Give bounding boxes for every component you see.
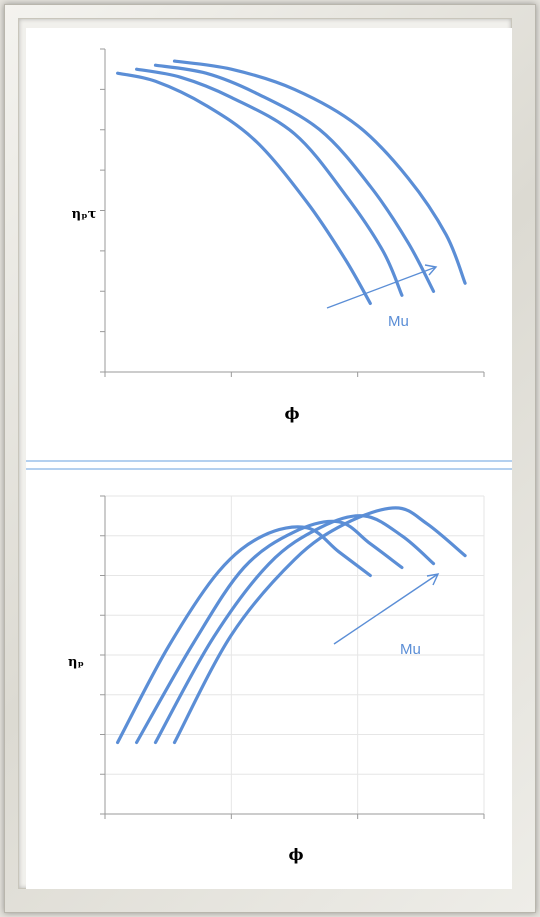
chart-bottom-axes <box>100 495 485 819</box>
figure-svg: ηₚτ ϕ Mu ηₚ ϕ Mu <box>26 48 512 864</box>
chart-top-series <box>116 59 467 305</box>
chart-top-series-2 <box>135 67 404 297</box>
chart-bottom-series-3 <box>153 514 436 745</box>
chart-top: ηₚτ ϕ Mu <box>72 48 485 423</box>
chart-top-axes <box>100 48 485 377</box>
chart-top-ylabel: ηₚτ <box>72 207 97 222</box>
chart-top-annotation: Mu <box>326 264 438 330</box>
figure-canvas: ηₚτ ϕ Mu ηₚ ϕ Mu <box>26 28 512 889</box>
chart-bottom-series <box>116 506 467 745</box>
chart-bottom-mu-arrow <box>333 573 439 645</box>
chart-top-xlabel: ϕ <box>284 404 299 423</box>
chart-bottom-mu-arrowhead <box>426 573 440 586</box>
chart-top-mu-arrow <box>326 266 437 309</box>
chart-bottom: ηₚ ϕ Mu <box>68 495 485 864</box>
chart-bottom-series-4 <box>172 506 467 745</box>
chart-bottom-ylabel: ηₚ <box>68 655 84 670</box>
chart-bottom-mu-label: Mu <box>400 641 421 658</box>
chart-top-series-1 <box>116 71 372 305</box>
chart-top-mu-arrowhead <box>424 264 438 276</box>
chart-bottom-xlabel: ϕ <box>288 845 303 864</box>
chart-bottom-series-2 <box>135 519 404 745</box>
chart-bottom-grid <box>105 495 485 814</box>
chart-top-mu-label: Mu <box>388 313 409 330</box>
chart-bottom-annotation: Mu <box>333 573 440 658</box>
chart-bottom-series-1 <box>116 525 372 745</box>
chart-top-series-4 <box>172 59 467 285</box>
chart-top-series-3 <box>153 63 436 293</box>
